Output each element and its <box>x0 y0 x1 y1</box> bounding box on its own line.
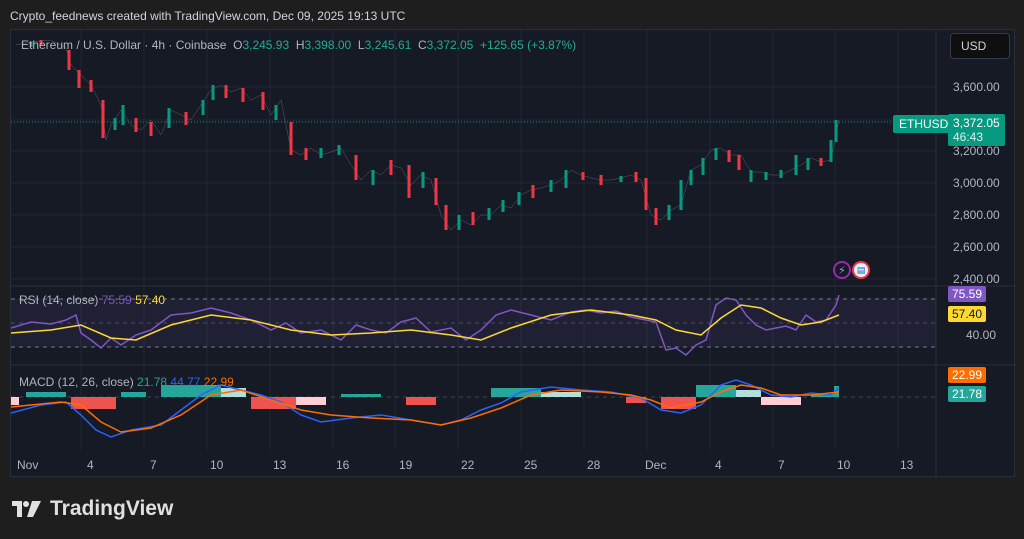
time-axis-label: 4 <box>87 458 94 472</box>
open-label: O <box>233 38 243 52</box>
tradingview-logo[interactable]: TradingView <box>12 497 173 521</box>
rsi-legend[interactable]: RSI (14, close) 75.59 57.40 <box>19 293 165 307</box>
event-markers[interactable]: ⚡ ▤ <box>833 261 871 279</box>
rsi-title: RSI (14, close) <box>19 293 99 307</box>
high-label: H <box>295 38 305 52</box>
time-axis-label: 7 <box>150 458 157 472</box>
brand-name: TradingView <box>50 497 174 520</box>
tradingview-logo-icon <box>12 501 41 517</box>
symbol-legend[interactable]: Ethereum / U.S. Dollar · 4h · Coinbase O… <box>21 38 576 52</box>
rsi-ma-tag: 57.40 <box>948 306 987 322</box>
macd-signal-line <box>11 384 840 433</box>
chart-canvas[interactable] <box>11 30 1016 478</box>
price-axis-label: 2,800.00 <box>953 208 1000 222</box>
bar-countdown: 46:43 <box>953 130 984 144</box>
rsi-ma-line <box>11 304 840 341</box>
time-axis-label: 28 <box>587 458 601 472</box>
price-axis-label: 3,000.00 <box>953 176 1000 190</box>
macd-signal-tag: 22.99 <box>948 367 987 383</box>
macd-title: MACD (12, 26, close) <box>19 375 134 389</box>
us-flag-event-icon[interactable]: ▤ <box>852 261 870 279</box>
macd-histogram-value: 21.78 <box>137 375 168 389</box>
price-axis-label: 3,600.00 <box>953 80 1000 94</box>
candlestick-series <box>15 39 840 231</box>
symbol-price-tag: ETHUSD <box>893 115 955 133</box>
change-value: +125.65 (+3.87%) <box>480 38 577 52</box>
rsi-value: 75.59 <box>101 293 132 307</box>
lightning-event-icon[interactable]: ⚡ <box>833 261 851 279</box>
open-value: 3,245.93 <box>242 38 290 52</box>
time-axis-label: Nov <box>17 458 39 472</box>
macd-signal-value: 22.99 <box>203 375 234 389</box>
rsi-line <box>11 294 840 356</box>
close-value: 3,372.05 <box>426 38 474 52</box>
price-axis-label: 2,600.00 <box>953 240 1000 254</box>
price-axis-label: 2,400.00 <box>953 272 1000 286</box>
close-label: C <box>417 38 427 52</box>
chart-frame[interactable]: Ethereum / U.S. Dollar · 4h · Coinbase O… <box>10 29 1016 478</box>
time-axis-label: 10 <box>837 458 851 472</box>
macd-histogram-tag: 21.78 <box>948 386 987 402</box>
time-axis-label: 13 <box>900 458 914 472</box>
low-label: L <box>357 38 365 52</box>
rsi-ma-value: 57.40 <box>135 293 166 307</box>
time-axis-label: 16 <box>336 458 350 472</box>
time-axis-label: 25 <box>524 458 538 472</box>
price-axis-label: 3,200.00 <box>953 144 1000 158</box>
time-axis-label: 4 <box>715 458 722 472</box>
last-price-tag: 3,372.05 46:43 <box>948 114 1005 146</box>
low-value: 3,245.61 <box>364 38 412 52</box>
high-value: 3,398.00 <box>304 38 352 52</box>
time-axis-label: 10 <box>210 458 224 472</box>
time-axis-label: Dec <box>645 458 667 472</box>
rsi-axis-label: 40.00 <box>966 328 997 342</box>
chart-caption: Crypto_feednews created with TradingView… <box>10 9 406 23</box>
rsi-value-tag: 75.59 <box>948 286 987 302</box>
time-axis-label: 22 <box>461 458 475 472</box>
currency-button[interactable]: USD <box>950 33 1010 59</box>
time-axis-label: 19 <box>399 458 413 472</box>
last-price: 3,372.05 <box>953 116 1000 130</box>
symbol-title[interactable]: Ethereum / U.S. Dollar · 4h · Coinbase <box>21 38 227 52</box>
macd-legend[interactable]: MACD (12, 26, close) 21.78 44.77 22.99 <box>19 375 234 389</box>
macd-value: 44.77 <box>170 375 201 389</box>
time-axis-label: 13 <box>273 458 287 472</box>
time-axis-label: 7 <box>778 458 785 472</box>
